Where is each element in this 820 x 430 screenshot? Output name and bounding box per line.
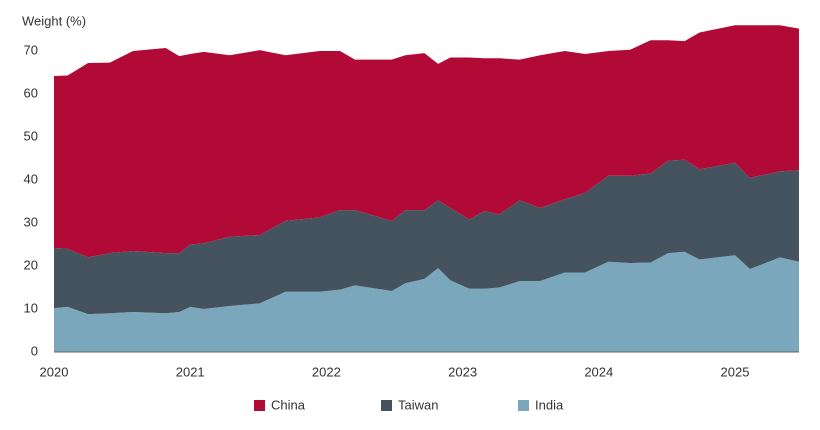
legend-swatch <box>518 400 529 411</box>
area <box>54 159 799 315</box>
x-tick-label: 2024 <box>584 364 613 379</box>
legend-swatch <box>381 400 392 411</box>
x-tick-label: 2022 <box>312 364 341 379</box>
legend-label: Taiwan <box>398 397 438 412</box>
x-tick-label: 2021 <box>176 364 205 379</box>
y-tick-label: 10 <box>24 300 38 315</box>
y-tick-label: 20 <box>24 257 38 272</box>
y-tick-label: 70 <box>24 42 38 57</box>
y-axis-label: Weight (%) <box>22 13 86 28</box>
x-tick-label: 2025 <box>721 364 750 379</box>
legend-label: China <box>271 397 306 412</box>
y-tick-label: 30 <box>24 214 38 229</box>
y-tick-label: 60 <box>24 85 38 100</box>
area <box>54 25 799 258</box>
x-tick-label: 2020 <box>40 364 69 379</box>
y-tick-label: 50 <box>24 128 38 143</box>
legend-swatch <box>254 400 265 411</box>
x-tick-label: 2023 <box>448 364 477 379</box>
area <box>54 251 799 352</box>
y-tick-label: 0 <box>31 343 38 358</box>
legend-label: India <box>535 397 564 412</box>
y-tick-label: 40 <box>24 171 38 186</box>
